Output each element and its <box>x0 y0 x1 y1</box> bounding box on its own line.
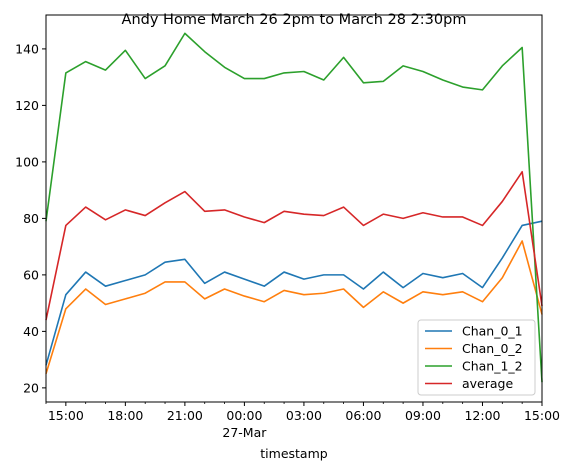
x-tick-sublabel: 27-Mar <box>222 425 267 440</box>
x-tick-label: 06:00 <box>345 408 381 423</box>
chart-title: Andy Home March 26 2pm to March 28 2:30p… <box>122 12 467 28</box>
legend-label-average: average <box>462 376 513 391</box>
x-tick-label: 00:00 <box>226 408 262 423</box>
legend-label-chan-1-2: Chan_1_2 <box>462 359 523 374</box>
y-tick-label: 120 <box>15 98 39 113</box>
x-tick-label: 03:00 <box>286 408 322 423</box>
y-tick-label: 40 <box>23 324 39 339</box>
y-tick-label: 100 <box>15 154 39 169</box>
y-tick-label: 20 <box>23 380 39 395</box>
y-tick-label: 140 <box>15 41 39 56</box>
x-tick-label: 15:00 <box>524 408 560 423</box>
y-tick-label: 60 <box>23 267 39 282</box>
x-tick-label: 12:00 <box>464 408 500 423</box>
legend-label-chan-0-2: Chan_0_2 <box>462 341 523 356</box>
x-tick-label: 15:00 <box>48 408 84 423</box>
legend-label-chan-0-1: Chan_0_1 <box>462 324 523 339</box>
x-axis-label: timestamp <box>260 446 327 461</box>
x-tick-label: 09:00 <box>405 408 441 423</box>
x-tick-label: 18:00 <box>107 408 143 423</box>
x-tick-label: 21:00 <box>167 408 203 423</box>
y-tick-label: 80 <box>23 211 39 226</box>
